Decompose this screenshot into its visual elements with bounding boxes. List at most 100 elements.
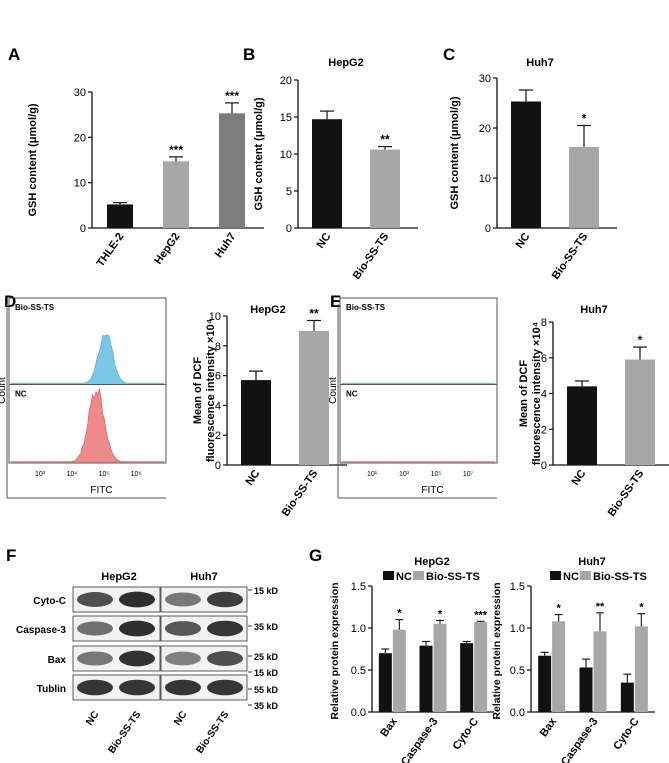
flow-x-tick: 10⁶ xyxy=(131,471,142,478)
flow-x-tick: 10⁴ xyxy=(67,471,78,478)
y-tick-label: 1.0 xyxy=(510,623,525,635)
x-tick-label: NC xyxy=(570,468,589,488)
x-tick-label: THLE-2 xyxy=(95,231,127,269)
protein-band xyxy=(119,650,155,667)
blot-lane-label: NC xyxy=(84,709,101,727)
blot-row-label: Bax xyxy=(48,655,67,666)
significance-marker: *** xyxy=(474,609,488,621)
protein-band xyxy=(207,651,243,666)
y-tick-label: 10 xyxy=(479,173,491,185)
bar-nc xyxy=(312,119,342,228)
x-tick-label: Cyto-C xyxy=(611,716,642,752)
y-tick-label: 10 xyxy=(74,178,86,190)
protein-band xyxy=(119,591,155,608)
bar-nc-cyto-c xyxy=(460,643,474,712)
protein-band xyxy=(207,620,243,637)
y-tick-label: 20 xyxy=(479,123,491,135)
protein-band xyxy=(207,591,243,608)
bar-bio-ss-ts-bax xyxy=(552,621,566,712)
chart-title: HepG2 xyxy=(414,556,449,568)
panel-title: HepG2 xyxy=(250,304,285,316)
y-tick-label: 2 xyxy=(541,424,547,436)
y-tick-label: 6 xyxy=(215,371,221,383)
bar-nc xyxy=(241,380,271,465)
protein-band xyxy=(119,679,155,696)
panel-letter: F xyxy=(6,546,16,565)
legend-label: Bio-SS-TS xyxy=(593,571,647,583)
bar-bio-ss-ts xyxy=(625,359,655,465)
protein-band xyxy=(77,679,113,696)
significance-marker: * xyxy=(438,608,443,620)
panel-A: A 0 10 20 30 GSH content (μmol/g) THLE-2 *** Hep… xyxy=(8,45,264,269)
protein-band xyxy=(165,592,201,607)
x-tick-label: Cyto-C xyxy=(451,716,482,752)
significance-marker: * xyxy=(638,333,643,347)
x-tick-label: Caspase-3 xyxy=(399,716,440,763)
flow-y-label: Count xyxy=(328,377,339,404)
blot-row-label: Cyto-C xyxy=(33,596,66,607)
panel-title: Huh7 xyxy=(526,57,554,69)
flow-x-tick: 10⁵ xyxy=(431,471,442,478)
bar-nc-cyto-c xyxy=(620,682,634,712)
bar-bio-ss-ts-caspase-3 xyxy=(593,631,607,712)
chart-title: Huh7 xyxy=(578,556,606,568)
y-axis-label: Mean of DCFfluorescence intensity ×10⁴ xyxy=(518,322,543,465)
y-tick-label: 0.0 xyxy=(351,707,366,719)
mw-marker: 25 kD xyxy=(254,652,279,662)
protein-band xyxy=(165,651,201,666)
blot-lane-label: Bio-SS-TS xyxy=(106,709,143,756)
y-tick-label: 0.5 xyxy=(510,665,525,677)
protein-band xyxy=(119,620,155,637)
x-tick-label: Bax xyxy=(538,715,560,739)
blot-lane-label: NC xyxy=(172,709,189,727)
protein-band xyxy=(77,651,113,666)
legend-label: NC xyxy=(563,571,579,583)
y-tick-label: 1.0 xyxy=(351,623,366,635)
y-tick-label: 6 xyxy=(541,353,547,365)
y-axis-label: GSH content (μmol/g) xyxy=(253,97,265,210)
histogram-label-top: Bio-SS-TS xyxy=(15,303,55,312)
mw-marker: 15 kD xyxy=(254,586,279,596)
blot-group-label: Huh7 xyxy=(190,571,218,583)
flow-x-tick: 10¹ xyxy=(367,471,378,478)
bar-nc-caspase-3 xyxy=(579,667,593,712)
mw-marker: 35 kD xyxy=(254,622,279,632)
x-tick-label: Bio-SS-TS xyxy=(280,468,321,519)
bar-nc-caspase-3 xyxy=(419,645,433,712)
y-tick-label: 1.5 xyxy=(351,581,366,593)
legend-label: Bio-SS-TS xyxy=(426,571,480,583)
significance-marker: * xyxy=(582,112,587,126)
y-tick-label: 4 xyxy=(215,400,221,412)
y-tick-label: 1.5 xyxy=(510,581,525,593)
bar-nc-bax xyxy=(538,655,552,712)
x-tick-label: Bio-SS-TS xyxy=(606,468,647,519)
mw-marker: 15 kD xyxy=(254,668,279,678)
panel-B: B HepG2 0 5 10 15 20 GSH content (μmol/g) NC ** Bi… xyxy=(243,45,418,282)
significance-marker: ** xyxy=(380,133,390,147)
y-tick-label: 0 xyxy=(541,460,547,472)
y-tick-label: 0 xyxy=(80,223,86,235)
x-tick-label: Bax xyxy=(378,715,400,739)
bar-thle-2 xyxy=(107,204,133,228)
panel-letter: C xyxy=(443,45,455,64)
bar-huh7 xyxy=(219,113,245,228)
bar-bio-ss-ts-cyto-c xyxy=(634,626,648,712)
y-tick-label: 10 xyxy=(280,149,292,161)
histogram-frame-bottom xyxy=(8,384,167,464)
histogram-label-top: Bio-SS-TS xyxy=(346,303,386,312)
histogram-bio-ss-ts xyxy=(10,334,165,384)
flow-x-tick: 10³ xyxy=(35,471,46,478)
bar-bio-ss-ts xyxy=(299,330,329,465)
significance-marker: * xyxy=(639,602,644,614)
protein-band xyxy=(77,592,113,607)
flow-x-tick: 10⁷ xyxy=(463,471,474,478)
flow-panel-D: Bio-SS-TS NC Count 10³ 10⁴ 10⁵ 10⁶ FITC xyxy=(0,297,167,499)
legend-swatch xyxy=(383,571,394,580)
panel-title: HepG2 xyxy=(328,57,363,69)
panel-letter: G xyxy=(309,546,322,565)
